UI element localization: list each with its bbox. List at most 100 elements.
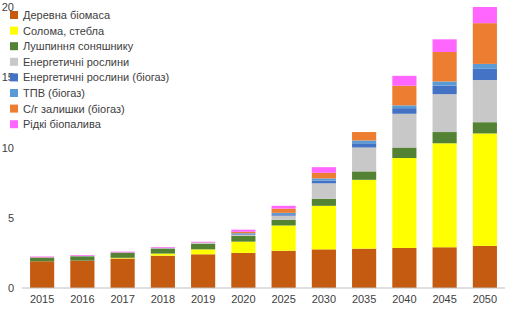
bar-segment xyxy=(312,181,336,184)
x-axis xyxy=(22,288,505,289)
bar-segment xyxy=(111,252,135,253)
bar-segment xyxy=(191,241,215,243)
bar-segment xyxy=(231,235,255,236)
x-tick-label: 2030 xyxy=(312,293,336,305)
bar-segment xyxy=(30,257,54,258)
bar-segment xyxy=(352,132,376,133)
legend-swatch xyxy=(10,105,18,113)
bar-segment xyxy=(70,256,94,260)
bar-segment xyxy=(191,242,215,243)
legend-swatch xyxy=(10,27,18,35)
bar-segment xyxy=(30,261,54,288)
bar-segment xyxy=(392,248,416,288)
bar-segment xyxy=(352,140,376,143)
y-tick-label: 5 xyxy=(8,212,14,224)
bar-segment xyxy=(392,158,416,248)
legend-swatch xyxy=(10,58,18,66)
bar-segment xyxy=(30,257,54,258)
x-tick-label: 2045 xyxy=(432,293,456,305)
bar-segment xyxy=(231,230,255,232)
x-tick-label: 2015 xyxy=(30,293,54,305)
bar-segment xyxy=(352,171,376,179)
x-tick-label: 2018 xyxy=(151,293,175,305)
legend-label: ТПВ (біогаз) xyxy=(23,87,85,99)
legend-label: Енергетичні рослини (біогаз) xyxy=(23,71,169,83)
bar-segment xyxy=(70,255,94,256)
x-tick-label: 2020 xyxy=(231,293,255,305)
bar-segment xyxy=(151,248,175,249)
bar-segment xyxy=(433,52,457,82)
bar-segment xyxy=(352,143,376,147)
bar-segment xyxy=(111,258,135,288)
legend-label: Рідкі біопалива xyxy=(23,118,102,130)
legend-label: Солома, стебла xyxy=(23,25,105,37)
legend-swatch xyxy=(10,89,18,97)
bar-segment xyxy=(231,232,255,233)
bar-segment xyxy=(191,249,215,254)
x-tick-label: 2025 xyxy=(271,293,295,305)
bar-segment xyxy=(70,261,94,288)
bar-segment xyxy=(473,133,497,245)
bar-segment xyxy=(473,64,497,69)
legend-swatch xyxy=(10,42,18,50)
x-tick-label: 2019 xyxy=(191,293,215,305)
x-tick-label: 2016 xyxy=(70,293,94,305)
x-tick-label: 2017 xyxy=(110,293,134,305)
bar-segment xyxy=(352,180,376,249)
y-tick-label: 0 xyxy=(8,282,14,294)
bar-segment xyxy=(272,214,296,215)
bar-segment xyxy=(111,252,135,253)
bar-segment xyxy=(312,199,336,206)
bar-segment xyxy=(30,256,54,258)
legend-swatch xyxy=(10,11,18,19)
legend-label: С/г залишки (біогаз) xyxy=(23,103,125,115)
bar-segment xyxy=(433,39,457,52)
bar-segment xyxy=(272,206,296,209)
bar-segment xyxy=(70,255,94,257)
bar-segment xyxy=(151,248,175,249)
x-tick-label: 2040 xyxy=(392,293,416,305)
bar-segment xyxy=(111,251,135,253)
bar-segment xyxy=(352,148,376,172)
bar-segment xyxy=(272,216,296,220)
bar-segment xyxy=(433,81,457,85)
bar-segment xyxy=(30,258,54,262)
y-tick-label: 10 xyxy=(2,142,14,154)
bar-segment xyxy=(392,108,416,114)
bar-segment xyxy=(312,173,336,179)
bar-segment xyxy=(392,86,416,106)
bar-segment xyxy=(433,143,457,247)
bar-segment xyxy=(70,256,94,257)
bar-segment xyxy=(151,256,175,288)
bar-segment xyxy=(473,122,497,133)
bar-segment xyxy=(111,252,135,253)
bar-segment xyxy=(191,244,215,250)
bar-segment xyxy=(312,183,336,198)
bar-segment xyxy=(70,256,94,257)
bar-segment xyxy=(473,246,497,288)
chart: 0510152020152016201720182019202020252030… xyxy=(0,0,512,310)
legend-label: Лушпиння соняшнику xyxy=(23,40,134,52)
bar-segment xyxy=(392,114,416,148)
bar-segment xyxy=(191,242,215,243)
bar-segment xyxy=(433,86,457,94)
bar-segment xyxy=(231,253,255,288)
bar-segment xyxy=(473,80,497,122)
bar-segment xyxy=(392,76,416,86)
x-tick-label: 2050 xyxy=(473,293,497,305)
bar-segment xyxy=(30,257,54,258)
bar-segment xyxy=(312,167,336,173)
bar-segment xyxy=(191,254,215,288)
bar-segment xyxy=(352,132,376,140)
legend-swatch xyxy=(10,120,18,128)
bar-segment xyxy=(30,257,54,258)
bar-segment xyxy=(392,148,416,159)
bar-segment xyxy=(231,233,255,235)
bar-segment xyxy=(272,225,296,250)
bar-segment xyxy=(272,251,296,288)
bar-segment xyxy=(392,105,416,108)
bar-segment xyxy=(70,256,94,257)
bar-segment xyxy=(272,209,296,213)
bar-segment xyxy=(312,249,336,288)
bar-segment xyxy=(231,242,255,253)
